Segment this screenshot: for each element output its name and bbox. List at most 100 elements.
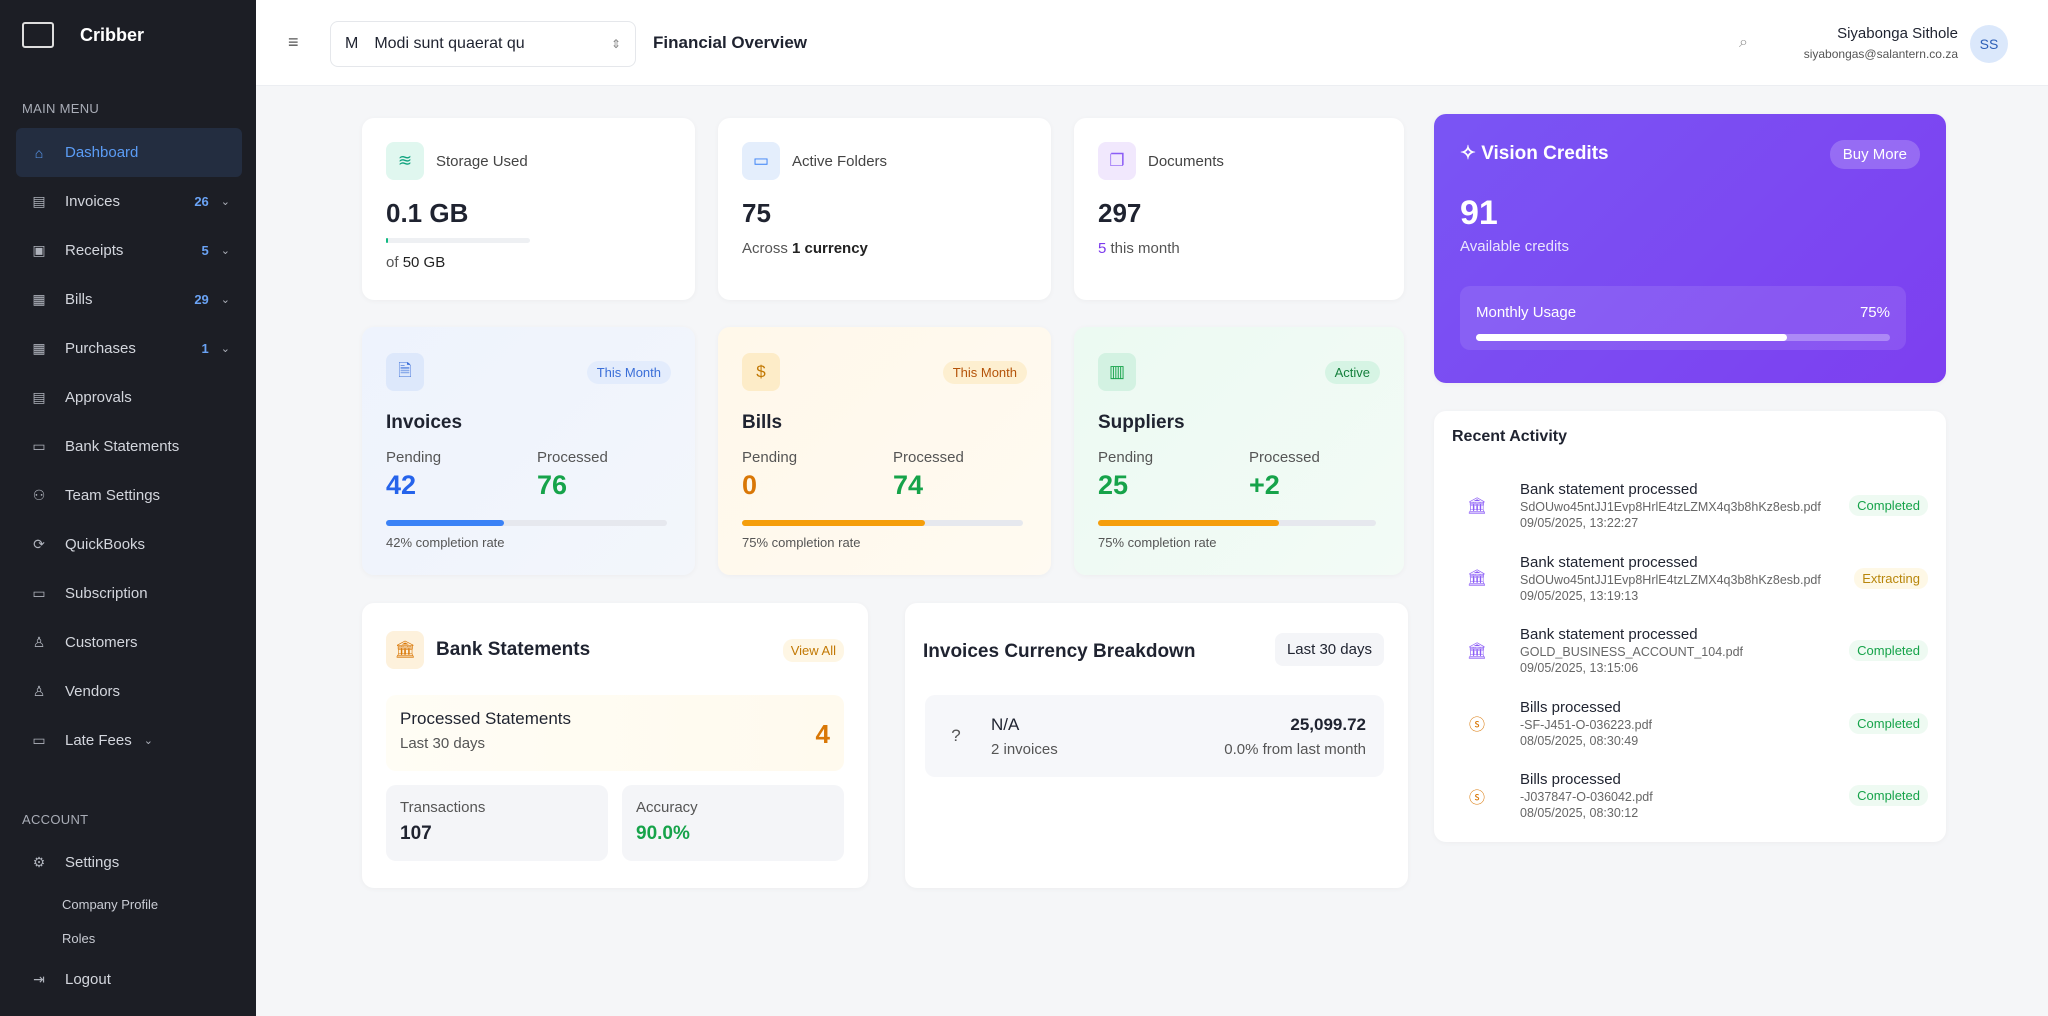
label: Invoices <box>65 193 121 210</box>
chevron-down-icon[interactable]: ⌄ <box>220 196 230 208</box>
sidebar-item-invoices[interactable]: ▤ Invoices 26 ⌄ <box>16 177 242 226</box>
value: 107 <box>400 823 432 844</box>
activity-file: -J037847-O-036042.pdf <box>1520 790 1653 804</box>
period-tag: Active <box>1324 361 1380 384</box>
activity-item[interactable]: 🏛 Bank statement processed GOLD_BUSINESS… <box>1458 626 1928 675</box>
chevron-down-icon[interactable]: ⌄ <box>143 735 153 747</box>
sidebar-item-roles[interactable]: Roles <box>62 930 96 946</box>
credits-value: 91 <box>1460 194 1498 232</box>
period-tag: This Month <box>942 361 1027 384</box>
pending-value: 0 <box>742 470 758 500</box>
bank-statements-card: 🏛 Bank Statements View All Processed Sta… <box>362 603 868 888</box>
processed-label: Processed <box>537 449 608 466</box>
user-email: siyabongas@salantern.co.za <box>1803 47 1958 61</box>
processed-count: 4 <box>815 719 830 749</box>
bank-icon: 🏛 <box>1466 642 1488 660</box>
org-selector[interactable]: M Modi sunt quaerat qu ⇕ <box>330 21 636 67</box>
count-badge: 29 <box>194 292 209 307</box>
dollar-icon: $ <box>742 353 780 391</box>
sidebar-item-team-settings[interactable]: ⚇ Team Settings <box>16 471 242 520</box>
activity-title: Bank statement processed <box>1520 553 1698 571</box>
bills-icon: ▦ <box>32 291 46 307</box>
bank-icon: 🏛 <box>1466 497 1488 515</box>
sidebar-item-quickbooks[interactable]: ⟳ QuickBooks <box>16 520 242 569</box>
dollar-icon: ⓢ <box>1468 717 1485 734</box>
bank-icon: 🏛 <box>1466 570 1488 587</box>
status-badge: Completed <box>1849 712 1928 734</box>
documents-icon: ❐ <box>1098 142 1136 180</box>
sidebar-item-logout[interactable]: ⇥ Logout <box>16 955 242 1004</box>
folders-card: ▭ Active Folders 75 Across 1 currency <box>718 118 1051 300</box>
pending-value: 42 <box>386 470 417 500</box>
chevron-down-icon[interactable]: ⌄ <box>220 294 230 306</box>
label: Documents <box>1148 152 1224 170</box>
sidebar-item-purchases[interactable]: ▦ Purchases 1 ⌄ <box>16 324 242 373</box>
activity-item[interactable]: 🏛 Bank statement processed SdOUwo45ntJJ1… <box>1458 554 1928 603</box>
completion-progress <box>1098 520 1376 526</box>
sidebar-item-vendors[interactable]: ♙ Vendors <box>16 667 242 716</box>
purchases-icon: ▦ <box>32 340 46 356</box>
page-title: Financial Overview <box>653 33 808 52</box>
avatar[interactable]: SS <box>1970 25 2008 63</box>
sidebar-item-company-profile[interactable]: Company Profile <box>62 896 159 912</box>
activity-item[interactable]: ⓢ Bills processed -SF-J451-O-036223.pdf … <box>1458 699 1928 748</box>
label: Processed Statements <box>400 709 572 728</box>
storage-progress <box>386 238 530 243</box>
database-icon: ≋ <box>386 142 424 180</box>
value: 0.1 GB <box>386 198 469 228</box>
status-badge: Completed <box>1849 785 1928 806</box>
file-check-icon: ▤ <box>32 389 46 405</box>
card-title: Bank Statements <box>436 639 591 660</box>
activity-file: -SF-J451-O-036223.pdf <box>1520 717 1653 732</box>
home-icon: ⌂ <box>34 144 44 161</box>
sidebar-item-dashboard[interactable]: ⌂ Dashboard <box>16 128 242 177</box>
label: Receipts <box>65 242 124 259</box>
sidebar-item-approvals[interactable]: ▤ Approvals <box>16 373 242 422</box>
label: Purchases <box>65 340 136 357</box>
activity-title: Bills processed <box>1520 698 1621 716</box>
processed-label: Processed <box>1249 449 1320 466</box>
dollar-icon: ⓢ <box>1468 789 1485 807</box>
buy-more-button[interactable]: Buy More <box>1829 140 1920 169</box>
storage-total: of 50 GB <box>386 254 446 271</box>
status-badge: Completed <box>1849 640 1928 661</box>
menu-icon[interactable]: ≡ <box>288 32 299 52</box>
view-all-link[interactable]: View All <box>782 639 844 662</box>
accuracy-box: Accuracy 90.0% <box>622 785 844 861</box>
processed-value: +2 <box>1249 470 1280 500</box>
main-nav: ⌂ Dashboard ▤ Invoices 26 ⌄ ▣ Receipts 5 ⌄ ▦ Bills 2… <box>16 128 242 765</box>
sidebar-item-bank-statements[interactable]: ▭ Bank Statements <box>16 422 242 471</box>
sidebar-item-customers[interactable]: ♙ Customers <box>16 618 242 667</box>
usage-percent: 75% <box>1859 304 1890 321</box>
status-badge: Extracting <box>1854 567 1928 589</box>
chevron-down-icon[interactable]: ⌄ <box>220 343 230 355</box>
sidebar-item-receipts[interactable]: ▣ Receipts 5 ⌄ <box>16 226 242 275</box>
sidebar-item-subscription[interactable]: ▭ Subscription <box>16 569 242 618</box>
gear-icon: ⚙ <box>32 854 46 870</box>
card-title: Recent Activity <box>1452 428 1567 445</box>
usage-progress <box>1476 334 1890 341</box>
sidebar-item-settings[interactable]: ⚙ Settings <box>16 838 242 887</box>
value: 297 <box>1098 198 1142 228</box>
search-icon[interactable]: ⌕ <box>1739 34 1748 51</box>
range-select[interactable]: Last 30 days <box>1274 633 1384 666</box>
usage-box: Monthly Usage 75% <box>1460 286 1906 350</box>
recent-activity-card: Recent Activity 🏛 Bank statement process… <box>1434 411 1946 842</box>
sidebar-item-late-fees[interactable]: ▭ Late Fees ⌄ <box>16 716 242 765</box>
label: Transactions <box>400 799 486 816</box>
user-info[interactable]: Siyabonga Sithole siyabongas@salantern.co… <box>1804 25 1958 61</box>
currency-row: ? N/A 2 invoices 25,099.72 0.0% from las… <box>925 695 1384 777</box>
activity-item[interactable]: 🏛 Bank statement processed SdOUwo45ntJJ1… <box>1458 481 1928 530</box>
documents-sub: 5 this month <box>1098 240 1180 257</box>
label: Subscription <box>65 585 148 602</box>
chevron-down-icon[interactable]: ⌄ <box>220 245 230 257</box>
vision-title: ✧ Vision Credits <box>1460 143 1609 164</box>
activity-item[interactable]: ⓢ Bills processed -J037847-O-036042.pdf … <box>1458 771 1928 820</box>
amount: 25,099.72 <box>1290 715 1366 734</box>
storage-card: ≋ Storage Used 0.1 GB of 50 GB <box>362 118 695 300</box>
brand[interactable]: Cribber <box>22 22 144 48</box>
count-badge: 1 <box>201 341 209 356</box>
sidebar-item-bills[interactable]: ▦ Bills 29 ⌄ <box>16 275 242 324</box>
label: Settings <box>65 854 120 871</box>
completion-rate: 75% completion rate <box>1098 535 1217 550</box>
